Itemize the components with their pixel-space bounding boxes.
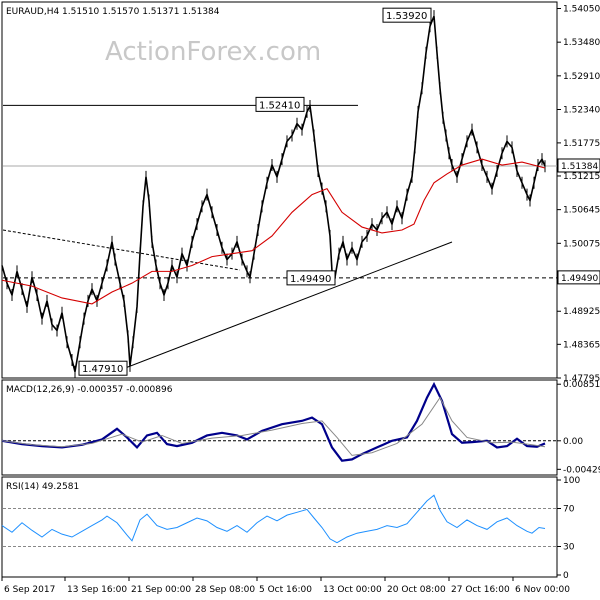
rsi-tick-label: 70 <box>563 505 575 515</box>
annotation-box <box>78 360 128 376</box>
x-tick-label: 27 Oct 16:00 <box>451 585 510 595</box>
x-tick-label: 13 Oct 00:00 <box>323 585 382 595</box>
macd-tick-label: -0.004296 <box>563 465 600 475</box>
annotation-label: 1.47910 <box>82 364 123 375</box>
price-tick-label: 1.50645 <box>563 206 600 216</box>
macd-line <box>1 381 546 462</box>
price-tick-label: 1.48365 <box>563 340 600 350</box>
price-annotation: 1.49490 <box>286 270 336 286</box>
current-price-label: 1.51384 <box>561 162 598 172</box>
macd-panel <box>1 379 558 476</box>
moving-average-line <box>1 158 546 305</box>
macd-series-layer <box>1 381 557 462</box>
uptrend-support-line <box>119 241 453 371</box>
downtrend-dashed-line <box>2 229 241 271</box>
macd-tick-label: 0.00 <box>563 437 583 447</box>
price-annotation: 1.53920 <box>382 7 432 23</box>
rsi-series-layer <box>1 494 557 547</box>
level-price-box <box>557 270 600 285</box>
x-tick-label: 28 Sep 08:00 <box>195 585 255 595</box>
watermark: ActionForex.com <box>105 37 321 67</box>
x-tick-label: 6 Sep 2017 <box>4 585 55 595</box>
rsi-line <box>1 494 546 544</box>
annotation-label: 1.52410 <box>259 100 300 111</box>
annotation-label: 1.49490 <box>290 274 331 285</box>
x-tick-label: 21 Sep 00:00 <box>131 585 191 595</box>
price-tick-label: 1.51215 <box>563 172 600 182</box>
price-header: EURAUD,H4 1.51510 1.51570 1.51371 1.5138… <box>6 7 220 17</box>
rsi-tick-label: 0 <box>563 571 569 581</box>
price-tick-label: 1.52910 <box>563 72 600 82</box>
price-tick-label: 1.47795 <box>563 374 600 384</box>
annotation-box <box>286 270 336 286</box>
x-tick-label: 6 Nov 00:00 <box>515 585 570 595</box>
annotation-box <box>382 7 432 23</box>
price-tick-label: 1.53480 <box>563 38 600 48</box>
rsi-panel <box>1 476 558 578</box>
price-tick-label: 1.51775 <box>563 139 600 149</box>
level-price-label: 1.49490 <box>561 274 598 284</box>
price-annotation: 1.52410 <box>255 96 305 112</box>
annotation-box <box>255 96 305 112</box>
price-tick-label: 1.48925 <box>563 307 600 317</box>
x-tick-label: 5 Oct 16:00 <box>259 585 312 595</box>
current-price-box <box>557 158 600 173</box>
price-panel <box>1 1 558 379</box>
rsi-tick-label: 30 <box>563 543 575 553</box>
x-tick-label: 20 Oct 08:00 <box>387 585 446 595</box>
axis-layer: 1.54050 1.53480 1.52910 1.52340 1.51775 1.512… <box>1 4 600 595</box>
macd-tick-label: 0.008517 <box>563 380 600 390</box>
annotation-label: 1.53920 <box>386 11 427 22</box>
price-series-layer: 1.53920 1.52410 1.49490 1.47910 <box>1 7 557 378</box>
rsi-tick-label: 100 <box>563 476 580 486</box>
price-annotation: 1.47910 <box>78 360 128 376</box>
price-tick-label: 1.50075 <box>563 239 600 249</box>
price-tick-label: 1.52340 <box>563 106 600 116</box>
x-tick-label: 13 Sep 16:00 <box>67 585 127 595</box>
rsi-header: RSI(14) 49.2581 <box>6 482 79 492</box>
signal-line <box>1 396 546 456</box>
price-tick-label: 1.54050 <box>563 4 600 14</box>
macd-header: MACD(12,26,9) -0.000357 -0.000896 <box>6 385 173 395</box>
